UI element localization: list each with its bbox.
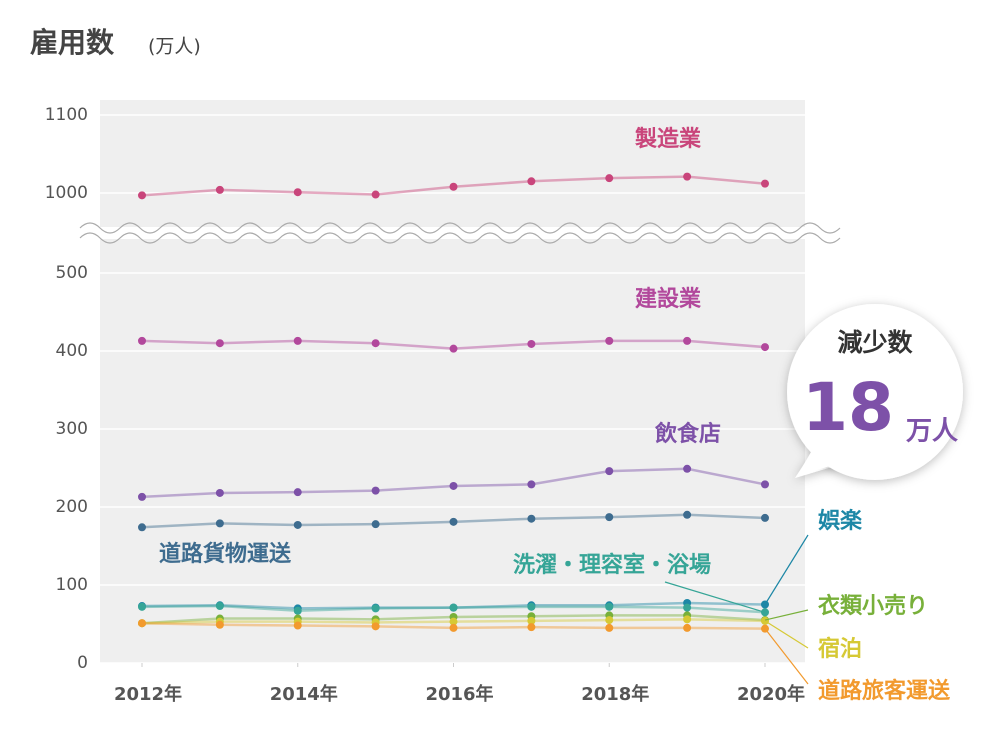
data-point [138, 523, 146, 532]
data-point [527, 339, 536, 348]
data-point [449, 623, 458, 632]
data-point [293, 488, 302, 497]
label-connector [664, 581, 766, 613]
series-label: 製造業 [634, 126, 702, 152]
data-point [371, 339, 380, 348]
data-point [215, 519, 224, 528]
data-point [527, 177, 536, 186]
data-point [761, 480, 769, 489]
label-connector [764, 628, 809, 685]
data-point [527, 480, 536, 489]
data-point [215, 602, 224, 611]
data-point [138, 602, 146, 611]
series-label: 宿泊 [818, 636, 862, 662]
data-point [761, 343, 769, 352]
data-point [761, 179, 769, 188]
label-connector [764, 609, 809, 621]
data-point [683, 336, 692, 345]
callout-tail-fill [797, 440, 850, 476]
data-point [527, 602, 536, 611]
axis-break-gap [80, 227, 840, 239]
data-point [761, 513, 769, 522]
y-tick-label: 1000 [45, 183, 88, 203]
data-point [449, 517, 458, 526]
label-connector [764, 534, 809, 605]
y-tick-label: 300 [56, 419, 88, 439]
data-point [683, 510, 692, 519]
data-point [527, 623, 536, 632]
data-point [527, 616, 536, 625]
label-connector [764, 620, 809, 649]
series-label: 道路旅客運送 [818, 678, 950, 704]
unit-label: (万人) [148, 36, 201, 58]
data-point [605, 467, 614, 476]
data-point [683, 623, 692, 632]
data-point [605, 616, 614, 625]
data-point [371, 520, 380, 529]
y-tick-label: 1100 [45, 105, 88, 125]
data-point [215, 620, 224, 629]
data-point [138, 619, 146, 628]
y-tick-label: 100 [56, 575, 88, 595]
y-tick-label: 400 [56, 341, 88, 361]
data-point [371, 486, 380, 495]
data-point [449, 344, 458, 353]
y-tick-label: 500 [56, 263, 88, 283]
y-tick-label: 200 [56, 497, 88, 517]
x-tick-label: 2014年 [270, 683, 338, 705]
series-label: 飲食店 [654, 421, 721, 447]
data-point [215, 339, 224, 348]
x-tick-label: 2012年 [114, 683, 182, 705]
data-point [449, 481, 458, 490]
data-point [371, 604, 380, 613]
series-label: 衣類小売り [818, 593, 928, 619]
data-point [683, 603, 692, 612]
data-point [215, 488, 224, 497]
data-point [683, 615, 692, 624]
series-label: 道路貨物運送 [159, 541, 291, 567]
callout-value: 18 [802, 369, 894, 446]
series-label: 洗濯・理容室・浴場 [513, 552, 711, 578]
data-point [683, 464, 692, 473]
series-label: 娯楽 [818, 508, 863, 534]
data-point [605, 174, 614, 183]
data-point [683, 172, 692, 181]
data-point [215, 185, 224, 194]
data-point [605, 602, 614, 611]
data-point [293, 336, 302, 345]
callout: 減少数 18 万人 [787, 304, 963, 480]
data-point [527, 514, 536, 523]
data-point [293, 606, 302, 615]
axis-break-line [79, 222, 841, 234]
y-tick-label: 0 [77, 653, 88, 673]
x-tick-label: 2018年 [581, 683, 649, 705]
data-point [293, 621, 302, 630]
data-point [293, 520, 302, 529]
data-point [605, 336, 614, 345]
data-point [449, 603, 458, 612]
axis-break-line [79, 232, 841, 244]
x-tick-label: 2016年 [425, 683, 493, 705]
plot-area [100, 100, 805, 663]
callout-unit: 万人 [906, 417, 958, 447]
data-point [605, 623, 614, 632]
series-label: 建設業 [635, 286, 702, 312]
data-point [449, 617, 458, 626]
data-point [371, 190, 380, 199]
data-point [449, 182, 458, 191]
data-point [138, 336, 146, 345]
callout-label: 減少数 [837, 328, 913, 357]
chart-title: 雇用数 [30, 26, 115, 59]
data-point [293, 188, 302, 197]
data-point [138, 492, 146, 501]
x-tick-label: 2020年 [737, 683, 805, 705]
data-point [371, 622, 380, 631]
callout-bubble [787, 304, 963, 480]
data-point [138, 191, 146, 200]
data-point [605, 513, 614, 522]
